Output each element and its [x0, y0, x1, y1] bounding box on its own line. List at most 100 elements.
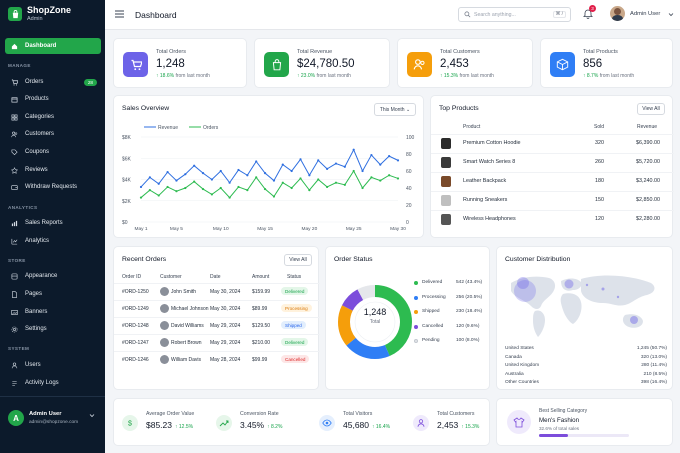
- order-date: May 30, 2024: [210, 306, 241, 312]
- cart-icon: [10, 78, 18, 86]
- kpi-label: Conversion Rate: [240, 411, 279, 417]
- legend-item: Processing 256 (20.5%): [414, 294, 489, 304]
- stat-card-products[interactable]: Total Products 856 ↑ 8.7% from last mont…: [540, 38, 673, 88]
- nav-users[interactable]: Users: [5, 357, 101, 373]
- legend-item: Pending 100 (8.0%): [414, 337, 489, 347]
- kpi-strip: $ Average Order Value $85.23 ↑ 12.5% Convers…: [113, 398, 490, 446]
- status-badge: Delivered: [281, 338, 309, 346]
- legend-item: Cancelled 120 (9.6%): [414, 323, 489, 333]
- product-revenue: $3,240.00: [636, 178, 660, 184]
- nav-customers[interactable]: Customers: [5, 126, 101, 142]
- menu-toggle-icon[interactable]: [115, 10, 124, 20]
- stat-card-orders[interactable]: Total Orders 1,248 ↑ 18.6% from last mon…: [113, 38, 247, 88]
- sidebar-user-email: admin@shopzone.com: [29, 420, 79, 425]
- point-orders: [157, 194, 160, 197]
- list-item: United Kingdom 280 (11.4%): [505, 363, 667, 371]
- gear-icon: [10, 325, 18, 333]
- nav-reviews-label: Reviews: [25, 167, 48, 173]
- header-avatar[interactable]: [610, 6, 625, 21]
- nav-withdraw-requests[interactable]: Withdraw Requests: [5, 179, 101, 195]
- nav-products[interactable]: Products: [5, 91, 101, 107]
- table-row[interactable]: Wireless Headphones 120 $2,280.00: [431, 210, 674, 227]
- series-line-revenue: [140, 148, 399, 188]
- table-row[interactable]: Premium Cotton Hoodie 320 $6,390.00: [431, 134, 674, 151]
- nav-coupons[interactable]: Coupons: [5, 144, 101, 160]
- table-row[interactable]: #ORD-1250 John Smith May 30, 2024 $159.99 De…: [114, 283, 320, 299]
- order-id: #ORD-1248: [122, 323, 149, 329]
- country-value: 398 (16.4%): [640, 380, 667, 385]
- list-item: United States 1,245 (50.7%): [505, 346, 667, 354]
- kpi-total-visitors[interactable]: Total Visitors 45,680 ↑ 16.4%: [319, 411, 409, 441]
- nav-dashboard[interactable]: Dashboard: [5, 38, 101, 54]
- best-category-card[interactable]: Best Selling Category Men's Fashion 32.6…: [496, 398, 673, 446]
- map-bubble-united-kingdom: [564, 279, 574, 289]
- nav-pages[interactable]: Pages: [5, 286, 101, 302]
- point-revenue: [175, 179, 178, 182]
- kpi-total-customers[interactable]: Total Customers 2,453 ↑ 15.3%: [413, 411, 503, 441]
- kpi-conversion-rate[interactable]: Conversion Rate 3.45% ↑ 8.2%: [216, 411, 306, 441]
- table-row[interactable]: Smart Watch Series 8 260 $5,720.00: [431, 153, 674, 170]
- list-item: Canada 320 (13.0%): [505, 355, 667, 363]
- best-category-progress-fill: [539, 434, 569, 437]
- brand-logo[interactable]: ShopZone Admin: [8, 6, 71, 22]
- chevron-down-icon[interactable]: [668, 12, 674, 19]
- kpi-average-order-value[interactable]: $ Average Order Value $85.23 ↑ 12.5%: [122, 411, 212, 441]
- point-orders: [166, 185, 169, 189]
- palette-icon: [10, 272, 18, 280]
- point-orders: [272, 195, 276, 198]
- customer-name: Robert Brown: [171, 340, 202, 346]
- table-row[interactable]: #ORD-1247 Robert Brown May 29, 2024 $210.00…: [114, 334, 320, 350]
- header-user-name[interactable]: Admin User: [630, 11, 661, 17]
- stat-label: Total Products: [583, 49, 618, 55]
- view-all-orders-button[interactable]: View All: [284, 254, 312, 266]
- nav-categories[interactable]: Categories: [5, 109, 101, 125]
- nav-dashboard-label: Dashboard: [25, 43, 57, 49]
- nav-orders[interactable]: Orders 28: [5, 74, 101, 90]
- table-row[interactable]: Leather Backpack 180 $3,240.00: [431, 172, 674, 189]
- legend-value: 230 (18.4%): [456, 309, 483, 314]
- sidebar-user[interactable]: A Admin User admin@shopzone.com: [0, 396, 105, 453]
- country-value: 1,245 (50.7%): [636, 346, 667, 351]
- recent-orders-card: Recent Orders View All Order ID Customer…: [113, 246, 320, 390]
- stat-card-revenue[interactable]: Total Revenue $24,780.50 ↑ 23.0% from la…: [254, 38, 390, 88]
- nav-reviews[interactable]: Reviews: [5, 162, 101, 178]
- report-icon: [10, 219, 18, 227]
- list-item: Australia 210 (8.5%): [505, 372, 667, 380]
- best-category-sub: 32.6% of total sales: [539, 426, 580, 431]
- nav-sales-reports[interactable]: Sales Reports: [5, 215, 101, 231]
- chevron-down-icon[interactable]: [89, 413, 95, 420]
- nav-settings[interactable]: Settings: [5, 321, 101, 337]
- stat-change: ↑ 8.7% from last month: [583, 73, 635, 79]
- search-box[interactable]: Search anything... ⌘ /: [458, 7, 571, 22]
- nav-analytics[interactable]: Analytics: [5, 233, 101, 249]
- product-sold: 260: [595, 159, 604, 165]
- product-name: Wireless Headphones: [463, 216, 516, 222]
- point-revenue: [210, 178, 213, 181]
- sidebar-user-name: Admin User: [29, 411, 62, 417]
- nav-banners[interactable]: Banners: [5, 304, 101, 320]
- period-select[interactable]: This Month ⌄: [374, 103, 416, 116]
- legend-item: Delivered 542 (43.4%): [414, 279, 489, 289]
- country-value: 280 (11.4%): [641, 363, 667, 368]
- nav-activity-logs[interactable]: Activity Logs: [5, 375, 101, 391]
- point-revenue: [148, 176, 151, 179]
- table-row[interactable]: #ORD-1248 David Williams May 29, 2024 $129.…: [114, 317, 320, 333]
- image-icon: [10, 308, 18, 316]
- table-row[interactable]: #ORD-1249 Michael Johnson May 30, 2024 $89.…: [114, 300, 320, 316]
- kpi-value: 3.45% ↑ 8.2%: [240, 420, 282, 430]
- user-icon: [413, 415, 429, 431]
- bell-icon[interactable]: 3: [583, 5, 596, 21]
- table-row[interactable]: Running Sneakers 150 $2,850.00: [431, 191, 674, 208]
- nav-appearance[interactable]: Appearance: [5, 268, 101, 284]
- y-tick-left: $2K: [122, 199, 132, 205]
- map-bubble-canada: [517, 277, 529, 289]
- point-revenue: [139, 185, 143, 189]
- view-all-products-button[interactable]: View All: [637, 103, 665, 115]
- stat-card-customers[interactable]: Total Customers 2,453 ↑ 15.3% from last …: [397, 38, 533, 88]
- avatar: [160, 287, 169, 296]
- country-value: 320 (13.0%): [640, 354, 667, 360]
- table-row[interactable]: #ORD-1246 William Davis May 28, 2024 $99.99…: [114, 351, 320, 367]
- nav-withdraw-label: Withdraw Requests: [25, 184, 78, 190]
- stat-value: 856: [583, 58, 603, 70]
- search-input[interactable]: Search anything...: [474, 12, 516, 18]
